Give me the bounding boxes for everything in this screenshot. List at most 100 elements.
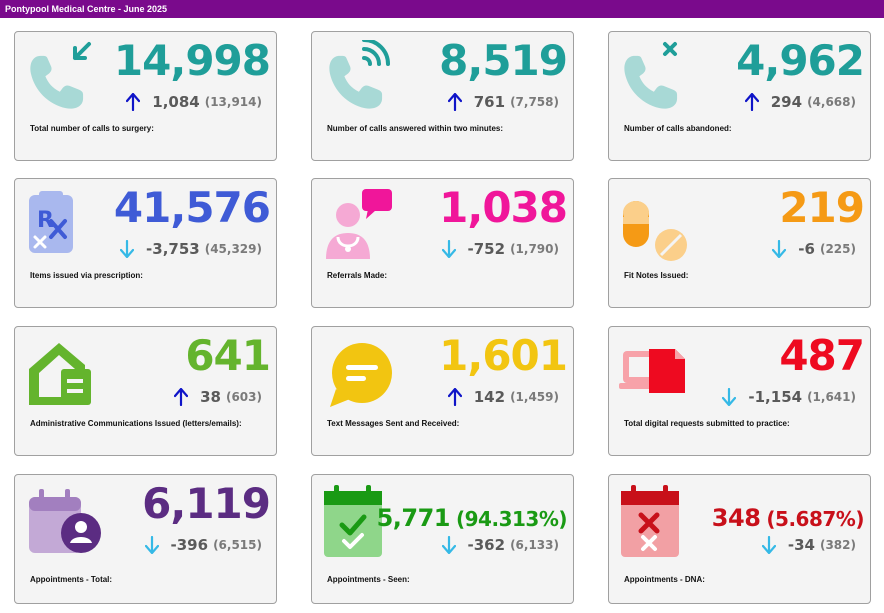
metric-label: Appointments - Total: [30,575,113,584]
calendar-cross-icon [621,485,679,557]
metric-label: Referrals Made: [327,271,388,280]
svg-text:R: R [37,208,54,233]
devices-icon [619,349,685,393]
metric-change: 761 (7,758) [448,90,559,114]
metric-label: Total number of calls to surgery: [30,124,154,133]
arrow-up-icon [448,388,462,406]
card-digital-requests: 487 -1,154 (1,641) Total digital request… [608,326,871,456]
metric-value: 1,038 [439,183,568,232]
metric-delta: -362 [467,536,506,554]
metric-value-number: 5,771 [376,504,451,532]
metric-value: 6,119 [142,479,271,528]
metric-delta: -3,753 [146,240,200,258]
dashboard-title: Pontypool Medical Centre - June 2025 [5,4,168,14]
arrow-down-icon [772,240,786,258]
metric-change: -1,154 (1,641) [722,385,856,409]
metric-previous: (1,459) [510,390,559,404]
metric-previous: (382) [819,538,856,552]
arrow-down-icon [722,388,736,406]
phone-abandoned-icon [624,42,678,109]
metric-previous: (7,758) [510,95,559,109]
metric-change: -3,753 (45,329) [120,237,262,261]
card-calls-answered: 8,519 761 (7,758) Number of calls answer… [311,31,574,161]
metric-delta: 38 [200,388,221,406]
metric-previous: (225) [819,242,856,256]
metric-label: Number of calls abandoned: [624,124,732,133]
metric-value: 641 [185,331,271,380]
metric-previous: (1,641) [807,390,856,404]
arrow-up-icon [448,93,462,111]
phone-answered-icon [329,40,390,109]
metric-delta: 761 [473,93,506,111]
metric-previous: (1,790) [510,242,559,256]
metric-previous: (6,133) [510,538,559,552]
metric-delta: 294 [770,93,803,111]
metric-delta: -6 [798,240,815,258]
metric-label: Appointments - Seen: [327,575,410,584]
metric-label: Number of calls answered within two minu… [327,124,504,133]
card-referrals: 1,038 -752 (1,790) Referrals Made: [311,178,574,308]
card-admin-communications: 641 38 (603) Administrative Communicatio… [14,326,277,456]
metric-change: -396 (6,515) [145,533,262,557]
arrow-down-icon [145,536,159,554]
card-calls-to-surgery: 14,998 1,084 (13,914) Total number of ca… [14,31,277,161]
metric-label: Total digital requests submitted to prac… [624,419,790,428]
metric-label: Text Messages Sent and Received: [327,419,460,428]
card-prescriptions: R 41,576 -3,753 (45,329) Items issued vi… [14,178,277,308]
arrow-down-icon [442,536,456,554]
metric-change: -362 (6,133) [442,533,559,557]
metric-previous: (13,914) [204,95,262,109]
metric-value: 1,601 [439,331,568,380]
chat-bubble-icon [330,343,392,407]
calendar-user-icon [29,489,101,553]
card-calls-abandoned: 4,962 294 (4,668) Number of calls abando… [608,31,871,161]
metric-label: Administrative Communications Issued (le… [30,419,242,428]
arrow-up-icon [126,93,140,111]
metric-delta: -752 [467,240,506,258]
mailbox-icon [29,343,91,405]
metric-value: 219 [779,183,865,232]
metric-delta: 1,084 [152,93,200,111]
card-text-messages: 1,601 142 (1,459) Text Messages Sent and… [311,326,574,456]
metric-delta: 142 [473,388,506,406]
card-fit-notes: 219 -6 (225) Fit Notes Issued: [608,178,871,308]
metric-delta: -1,154 [748,388,803,406]
arrow-up-icon [174,388,188,406]
metric-previous: (45,329) [204,242,262,256]
metric-change: -34 (382) [762,533,856,557]
metric-value: 8,519 [439,36,568,85]
arrow-down-icon [442,240,456,258]
metric-value: 14,998 [113,36,271,85]
metric-value: 348 (5.687%) [712,491,865,546]
metric-label: Items issued via prescription: [30,271,143,280]
metric-value: 487 [779,331,865,380]
arrow-down-icon [120,240,134,258]
metric-delta: -34 [787,536,815,554]
metric-change: 1,084 (13,914) [126,90,262,114]
card-appointments-total: 6,119 -396 (6,515) Appointments - Total: [14,474,277,604]
metric-previous: (6,515) [213,538,262,552]
calendar-check-icon [324,485,382,557]
metric-delta: -396 [170,536,209,554]
metric-value: 41,576 [113,183,271,232]
metric-change: 294 (4,668) [745,90,856,114]
doctor-referral-icon [326,189,392,259]
metric-previous: (4,668) [807,95,856,109]
metric-label: Appointments - DNA: [624,575,705,584]
incoming-call-icon [30,42,91,109]
metric-change: 142 (1,459) [448,385,559,409]
prescription-icon: R [29,191,73,253]
arrow-down-icon [762,536,776,554]
pills-icon [623,201,687,261]
metric-percent: (94.313%) [456,507,568,531]
metric-change: 38 (603) [174,385,262,409]
metric-previous: (603) [225,390,262,404]
metric-label: Fit Notes Issued: [624,271,689,280]
arrow-up-icon [745,93,759,111]
metric-percent: (5.687%) [766,507,864,531]
metric-value: 4,962 [736,36,865,85]
card-appointments-seen: 5,771 (94.313%) -362 (6,133) Appointments… [311,474,574,604]
metric-change: -6 (225) [772,237,856,261]
metric-change: -752 (1,790) [442,237,559,261]
card-appointments-dna: 348 (5.687%) -34 (382) Appointments - DNA… [608,474,871,604]
